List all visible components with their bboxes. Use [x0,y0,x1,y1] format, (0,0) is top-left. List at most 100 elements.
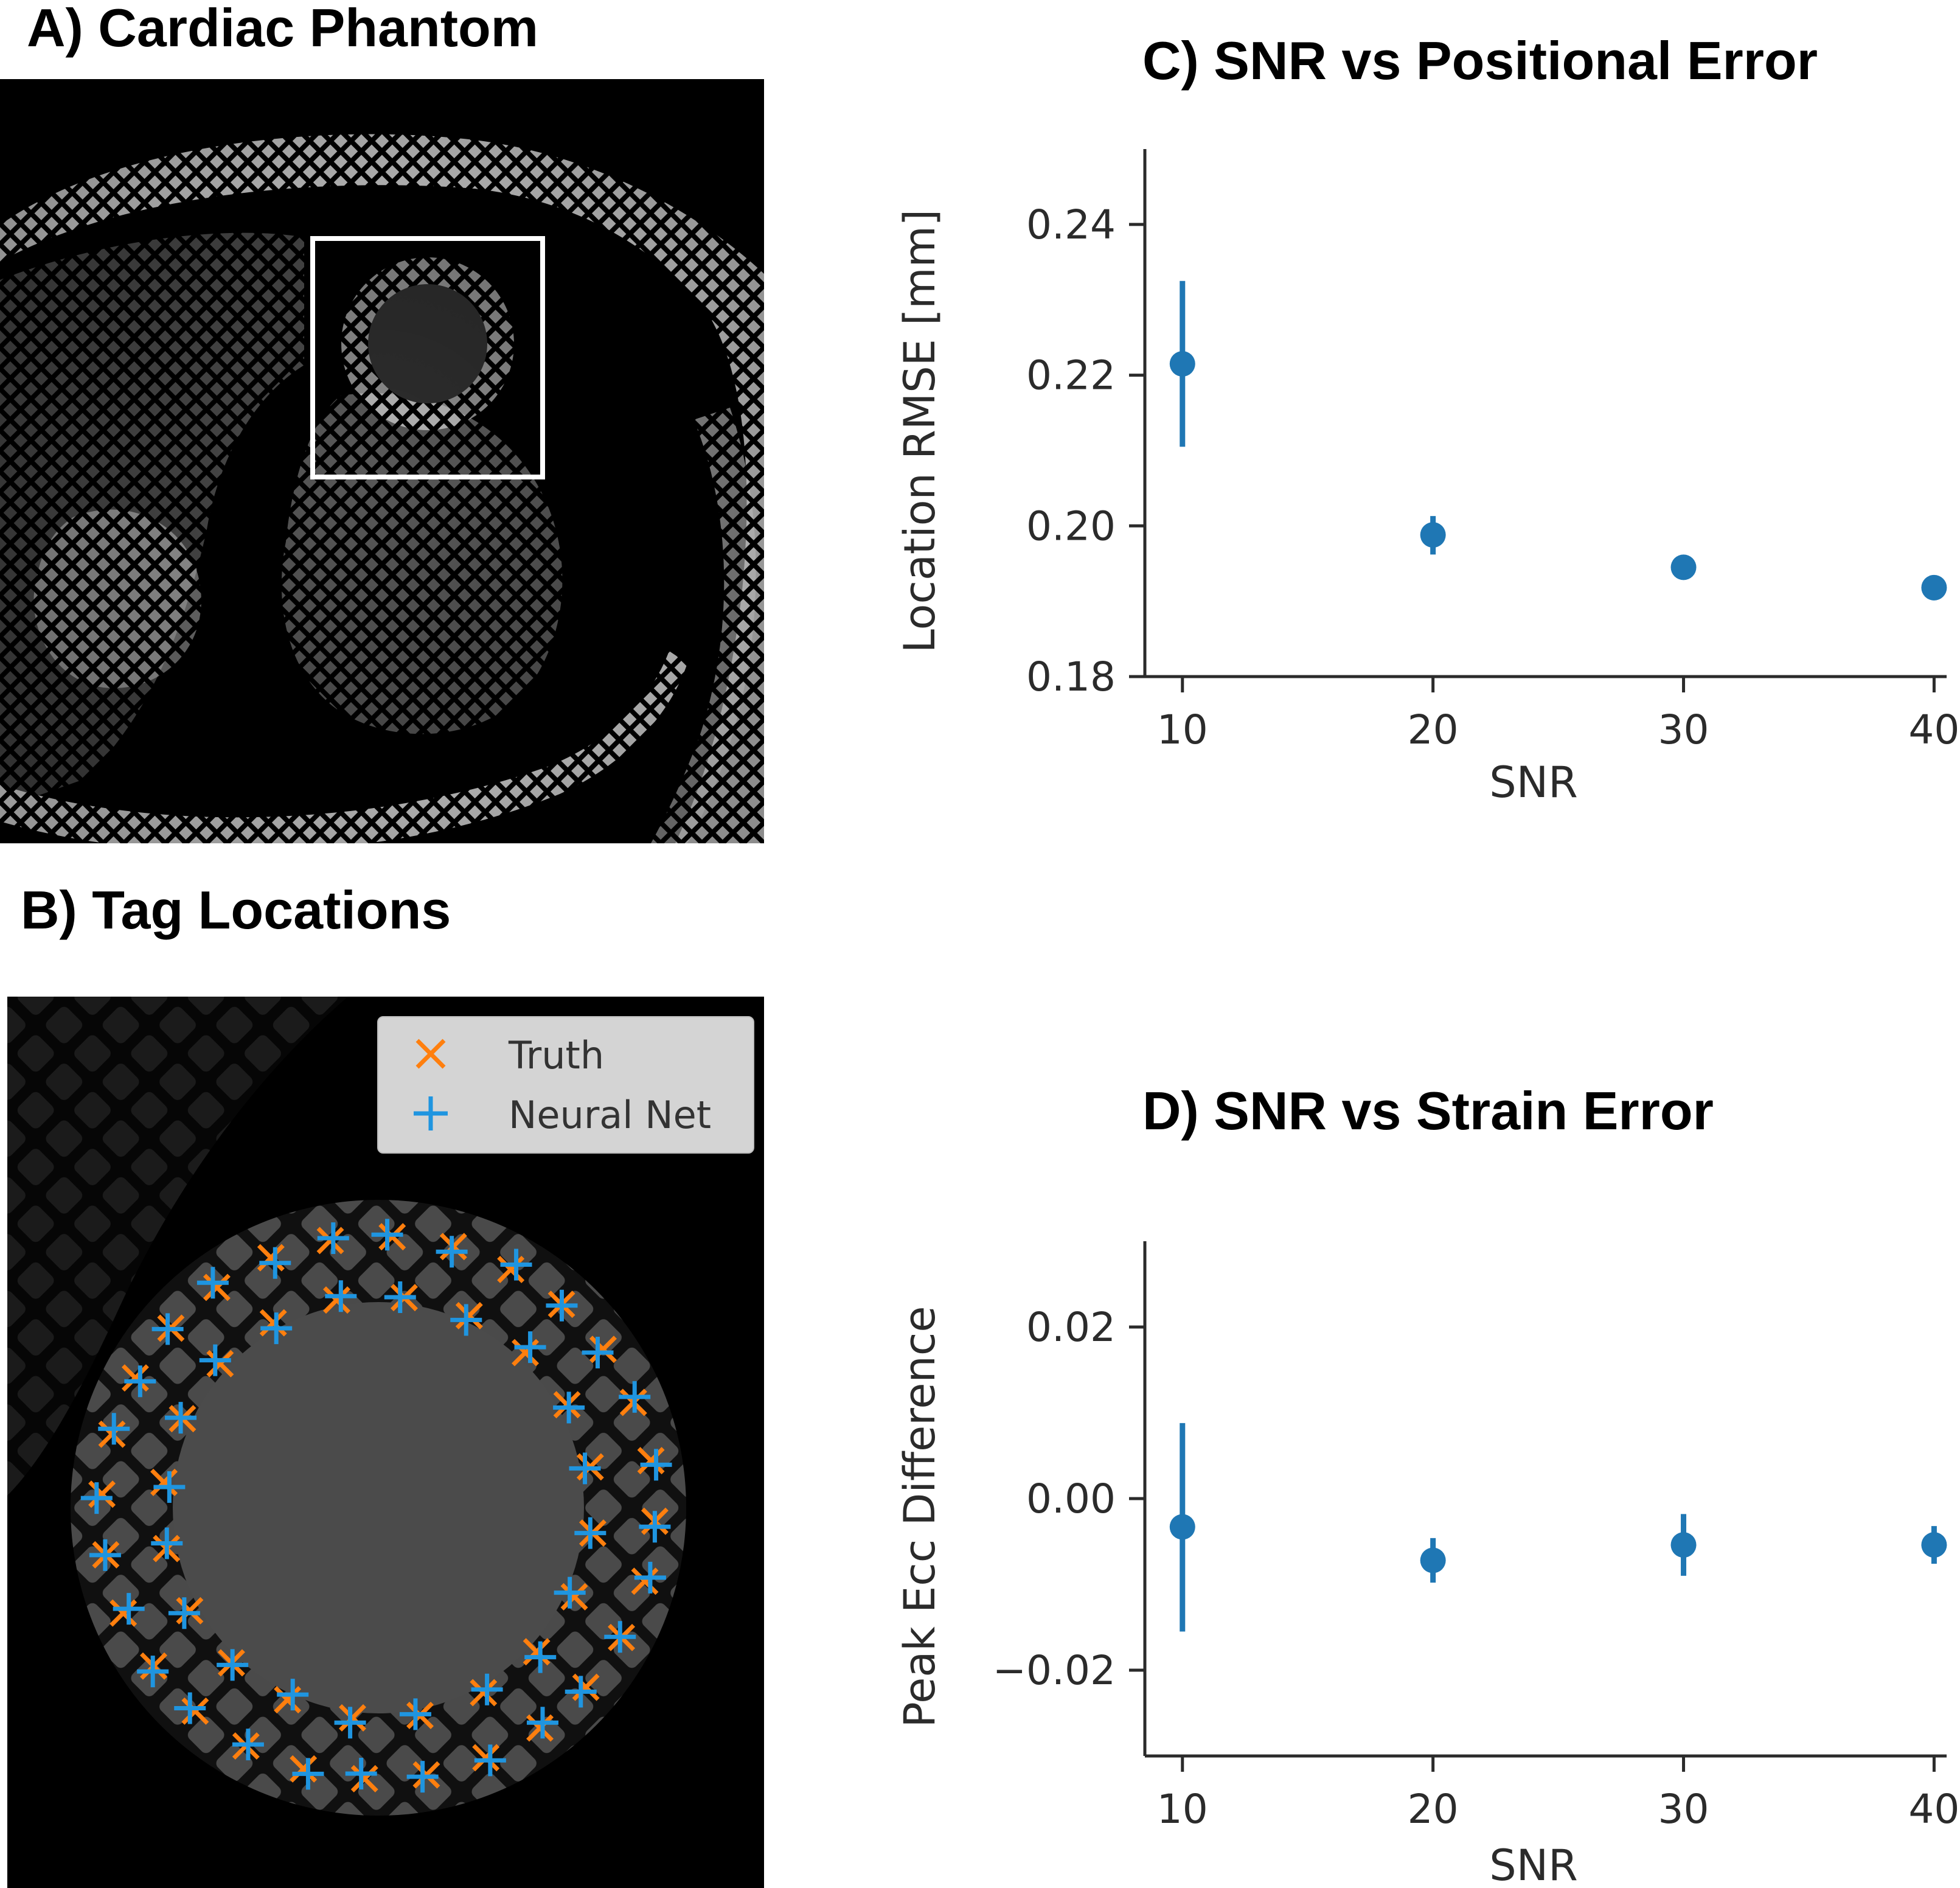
neural-net-marker [474,1744,506,1777]
neural-net-marker [553,1392,585,1424]
neural-net-marker [524,1641,557,1673]
neural-net-marker [168,1597,200,1629]
data-point [1169,1514,1195,1540]
neural-net-marker [640,1449,672,1481]
truth-marker [339,1704,366,1732]
truth-marker [181,1697,209,1725]
neural-net-marker [113,1593,145,1625]
x-tick-label: 20 [1408,1786,1459,1833]
x-axis-label: SNR [1489,758,1577,807]
y-tick-label: 0.00 [1026,1475,1116,1522]
y-axis-label: Peak Ecc Difference [895,1306,945,1728]
neural-net-marker [334,1707,366,1739]
truth-marker [121,1364,149,1392]
x-tick-label: 40 [1908,706,1959,753]
neural-net-marker [174,1692,206,1724]
truth-marker [150,1468,178,1496]
y-axis-label: Location RMSE [mm] [895,209,945,653]
legend: Truth Neural Net [377,1016,754,1154]
neural-net-marker [345,1758,377,1790]
y-tick-label: 0.22 [1026,352,1116,399]
x-tick-label: 20 [1408,706,1459,753]
neural-net-marker [639,1511,671,1543]
data-point [1670,554,1697,580]
y-tick-label: 0.02 [1026,1304,1116,1351]
neural-net-marker [151,1313,184,1345]
x-tick-label: 30 [1658,706,1709,753]
neural-net-marker [471,1673,503,1705]
panel-a-title: A) Cardiac Phantom [27,0,539,58]
neural-net-marker [217,1649,249,1681]
truth-marker [257,1244,285,1272]
x-tick-label: 40 [1908,1786,1959,1833]
x-tick-label: 30 [1658,1786,1709,1833]
neural-net-marker [151,1527,183,1559]
neural-net-marker [232,1729,264,1761]
neural-net-marker [80,1482,113,1514]
neural-net-marker [619,1381,651,1413]
neural-net-marker [582,1336,614,1368]
neural-net-marker [500,1249,532,1281]
neural-net-marker [450,1304,482,1336]
neural-net-marker [292,1758,324,1790]
truth-marker [88,1480,116,1508]
truth-marker [350,1764,378,1792]
neural-net-marker [399,1698,431,1730]
neural-net-marker [124,1365,156,1398]
neural-net-marker [196,1267,229,1299]
neural-net-marker [604,1621,636,1653]
neural-net-marker [317,1222,349,1254]
panel-b-title: B) Tag Locations [21,880,451,940]
tag-locations-image: Truth Neural Net [7,997,764,1888]
neural-net-marker [406,1761,439,1793]
x-tick-label: 10 [1157,706,1208,753]
truth-marker [259,1309,287,1337]
neural-net-marker [634,1561,666,1594]
data-point [1921,1532,1947,1558]
truth-marker [572,1673,600,1701]
neural-net-marker [574,1517,606,1549]
truth-marker [274,1686,302,1714]
cardiac-phantom-image [0,79,764,843]
neural-net-marker [565,1676,597,1708]
panel-d-title: D) SNR vs Strain Error [1142,1081,1714,1141]
truth-marker [560,1583,588,1611]
neural-net-marker [371,1219,403,1251]
truth-marker [109,1599,137,1627]
truth-marker [526,1714,554,1742]
data-point [1420,522,1446,548]
legend-item-truth: Truth [378,1025,753,1079]
neural-net-marker [325,1280,357,1312]
neural-net-marker [259,1247,291,1279]
neural-net-marker [554,1576,586,1609]
x-tick-label: 10 [1157,1786,1208,1833]
legend-item-neural-net: Neural Net [378,1084,753,1139]
neural-net-marker [384,1281,416,1314]
neural-net-marker [277,1679,309,1711]
neural-net-marker [527,1707,559,1739]
data-point [1169,350,1195,377]
neural-net-marker [260,1312,293,1345]
x-axis-label: SNR [1489,1841,1577,1888]
neural-net-marker [514,1331,546,1364]
truth-marker [631,1567,659,1595]
neural-net-marker [89,1539,121,1571]
panel-c-title: C) SNR vs Positional Error [1142,30,1818,91]
neural-net-marker [199,1344,231,1376]
chart-c: 0.18 0.20 0.22 0.24 10 20 30 40 SNR Location RMSE… [895,149,1959,807]
truth-marker [323,1286,350,1314]
data-point [1921,574,1947,601]
truth-marker [472,1744,500,1772]
crop-box [310,236,545,479]
truth-marker [470,1679,498,1707]
truth-marker [512,1339,540,1367]
neural-net-marker [98,1413,130,1445]
plus-marker-icon [414,1096,448,1130]
truth-marker [637,1447,665,1475]
truth-marker [290,1755,318,1783]
truth-marker [203,1273,231,1301]
y-tick-label: 0.24 [1026,201,1116,248]
truth-marker [523,1638,551,1666]
x-marker-icon [415,1039,446,1069]
